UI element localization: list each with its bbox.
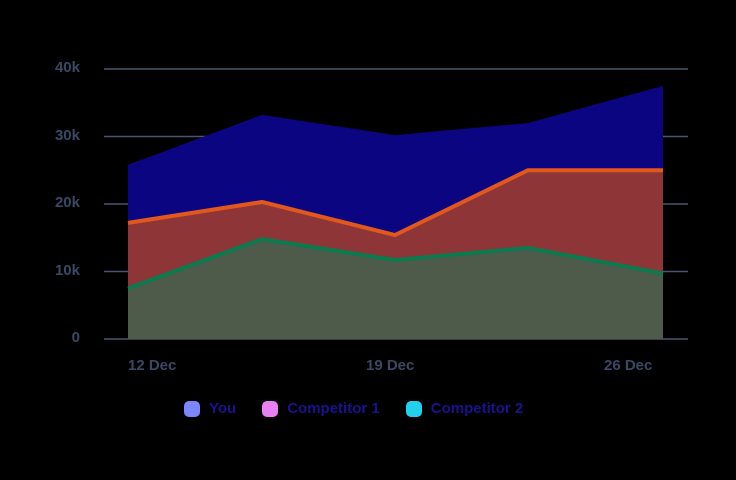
y-tick-label: 0 [71,329,80,346]
legend-label: You [209,400,237,417]
legend-item-you[interactable]: You [184,400,236,417]
x-tick-label: 26 Dec [604,357,653,374]
legend-item-competitor-2[interactable]: Competitor 2 [405,400,524,417]
y-tick-label: 20k [54,194,80,211]
x-tick-label: 12 Dec [128,357,177,374]
line-competitor-1 [127,168,663,238]
series-lines [127,168,664,291]
y-tick-label: 40k [54,59,80,76]
legend-swatch-you [184,400,200,417]
x-tick-label: 19 Dec [366,357,415,374]
legend-item-competitor-1[interactable]: Competitor 1 [262,400,380,417]
legend-label: Competitor 2 [430,400,524,417]
legend: You Competitor 1 Competitor 2 [184,400,549,417]
line-competitor-2 [127,237,664,291]
legend-swatch-competitor-2 [405,400,422,417]
y-tick-label: 30k [54,126,80,144]
legend-swatch-competitor-1 [262,400,279,417]
y-tick-label: 10k [54,261,80,279]
area-competitor-2 [128,239,663,339]
series-areas [128,85,663,339]
legend-label: Competitor 1 [287,400,380,417]
